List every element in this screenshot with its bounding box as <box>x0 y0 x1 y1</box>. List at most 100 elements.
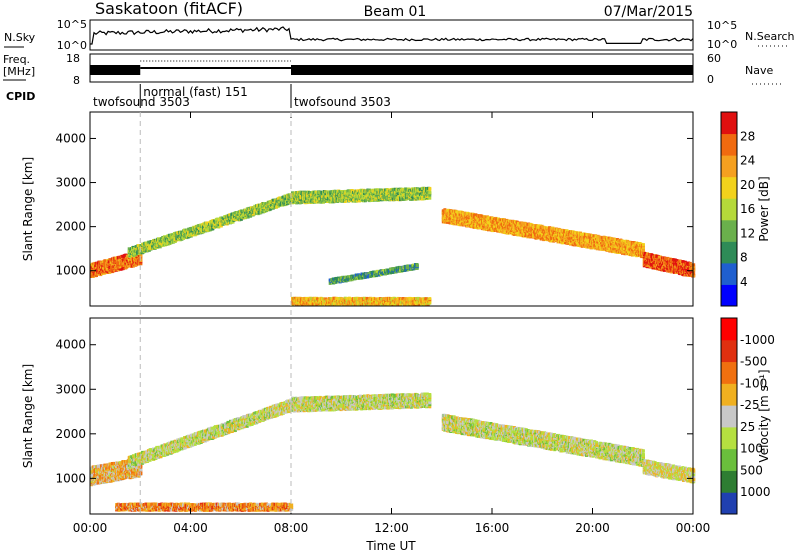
range-cell <box>632 241 636 245</box>
range-cell <box>296 190 300 194</box>
range-cell <box>324 192 328 196</box>
range-cell <box>386 198 390 202</box>
range-cell <box>147 248 151 252</box>
range-cell <box>229 220 233 224</box>
beam-title: Beam 01 <box>364 4 427 20</box>
range-cell <box>300 200 304 204</box>
range-cell <box>136 251 140 255</box>
freq-bar-0 <box>90 65 141 75</box>
range-cell <box>609 249 613 253</box>
range-cell <box>411 196 415 200</box>
range-cell <box>467 217 471 221</box>
cpid-mode-label-1: normal (fast) 151 <box>143 85 247 99</box>
range-cell <box>209 219 213 223</box>
range-cell <box>428 186 432 190</box>
range-cell <box>217 225 221 229</box>
noise-right-tick-low: 10^0 <box>707 38 737 51</box>
range-cell <box>524 233 528 237</box>
freq-left-tick-low: 8 <box>73 74 80 87</box>
range-cell <box>187 227 191 231</box>
noise-panel-frame <box>89 19 694 51</box>
range-cell <box>220 216 224 220</box>
range-cell <box>299 194 303 198</box>
range-cell <box>428 190 432 194</box>
range-cell <box>231 220 235 224</box>
freq-label-line1: Freq. <box>3 53 30 66</box>
power-panel-background <box>90 112 693 306</box>
range-cell <box>139 244 143 247</box>
range-cell <box>571 243 575 247</box>
range-cell <box>309 191 313 195</box>
noise-left-tick-high: 10^5 <box>57 18 87 31</box>
range-cell <box>379 188 383 192</box>
nave-label: Nave <box>745 64 773 77</box>
range-cell <box>136 244 140 248</box>
range-cell <box>361 193 365 197</box>
range-cell <box>148 242 152 246</box>
range-cell <box>520 221 524 225</box>
range-cell <box>467 216 471 220</box>
power-cells <box>90 186 696 307</box>
range-cell <box>368 188 372 192</box>
range-cell <box>353 189 356 193</box>
range-cell <box>466 219 470 223</box>
range-cell <box>607 236 611 240</box>
range-cell <box>271 198 275 202</box>
cpid-label: CPID <box>6 90 35 103</box>
range-cell <box>605 242 609 246</box>
range-cell <box>407 193 411 197</box>
range-cell <box>91 273 95 277</box>
freq-bar-2 <box>291 65 693 75</box>
range-cell <box>371 188 375 192</box>
range-cell <box>127 247 131 251</box>
station-title: Saskatoon (fitACF) <box>95 0 243 18</box>
range-cell <box>531 224 535 227</box>
range-cell <box>556 240 560 244</box>
range-cell <box>121 267 125 271</box>
range-cell <box>208 228 212 232</box>
range-cell <box>428 196 432 200</box>
range-cell <box>657 260 660 264</box>
range-cell <box>399 198 402 202</box>
range-cell <box>90 274 93 278</box>
range-cell <box>562 241 566 245</box>
freq-right-tick-high: 60 <box>707 52 721 65</box>
freq-bar-1 <box>140 67 291 69</box>
range-cell <box>541 236 545 239</box>
range-cell <box>521 227 525 231</box>
range-cell <box>208 222 212 226</box>
range-cell <box>356 194 360 197</box>
range-cell <box>127 261 131 265</box>
range-cell <box>320 200 324 204</box>
freq-panel: Freq. [MHz] 18 8 60 0 Nave <box>3 52 784 87</box>
range-cell <box>610 237 614 241</box>
range-cell <box>296 200 300 204</box>
range-cell <box>249 214 253 218</box>
range-cell <box>265 202 268 206</box>
range-cell <box>569 236 572 240</box>
range-cell <box>638 242 642 245</box>
range-cell <box>415 187 419 191</box>
range-cell <box>517 233 521 237</box>
range-cell <box>322 195 326 199</box>
range-cell <box>202 226 206 230</box>
range-cell <box>211 227 215 231</box>
noise-right-label: N.Search <box>745 30 795 43</box>
range-cell <box>579 233 583 237</box>
range-cell <box>509 220 513 224</box>
range-cell <box>587 233 591 237</box>
range-cell <box>652 266 655 270</box>
range-cell <box>379 195 383 199</box>
range-cell <box>635 241 639 245</box>
range-cell <box>572 238 576 242</box>
range-cell <box>614 245 618 249</box>
range-cell <box>626 246 630 250</box>
range-cell <box>316 194 320 198</box>
range-cell <box>263 209 267 213</box>
range-cell <box>408 195 412 199</box>
range-cell <box>558 236 562 240</box>
range-cell <box>128 264 132 268</box>
